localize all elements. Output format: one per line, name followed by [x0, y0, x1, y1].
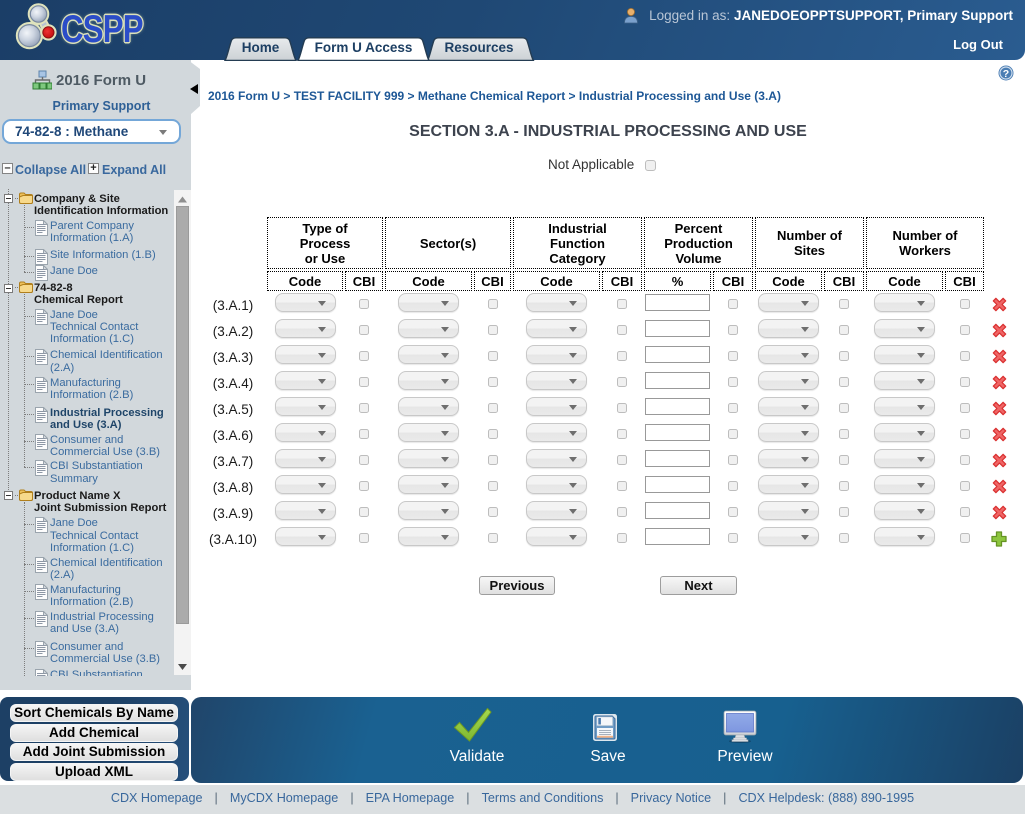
- svg-text:Home: Home: [242, 39, 280, 54]
- svg-text:Form U Access: Form U Access: [315, 39, 413, 54]
- svg-text:?: ?: [1003, 68, 1009, 80]
- svg-text:Resources: Resources: [444, 39, 513, 54]
